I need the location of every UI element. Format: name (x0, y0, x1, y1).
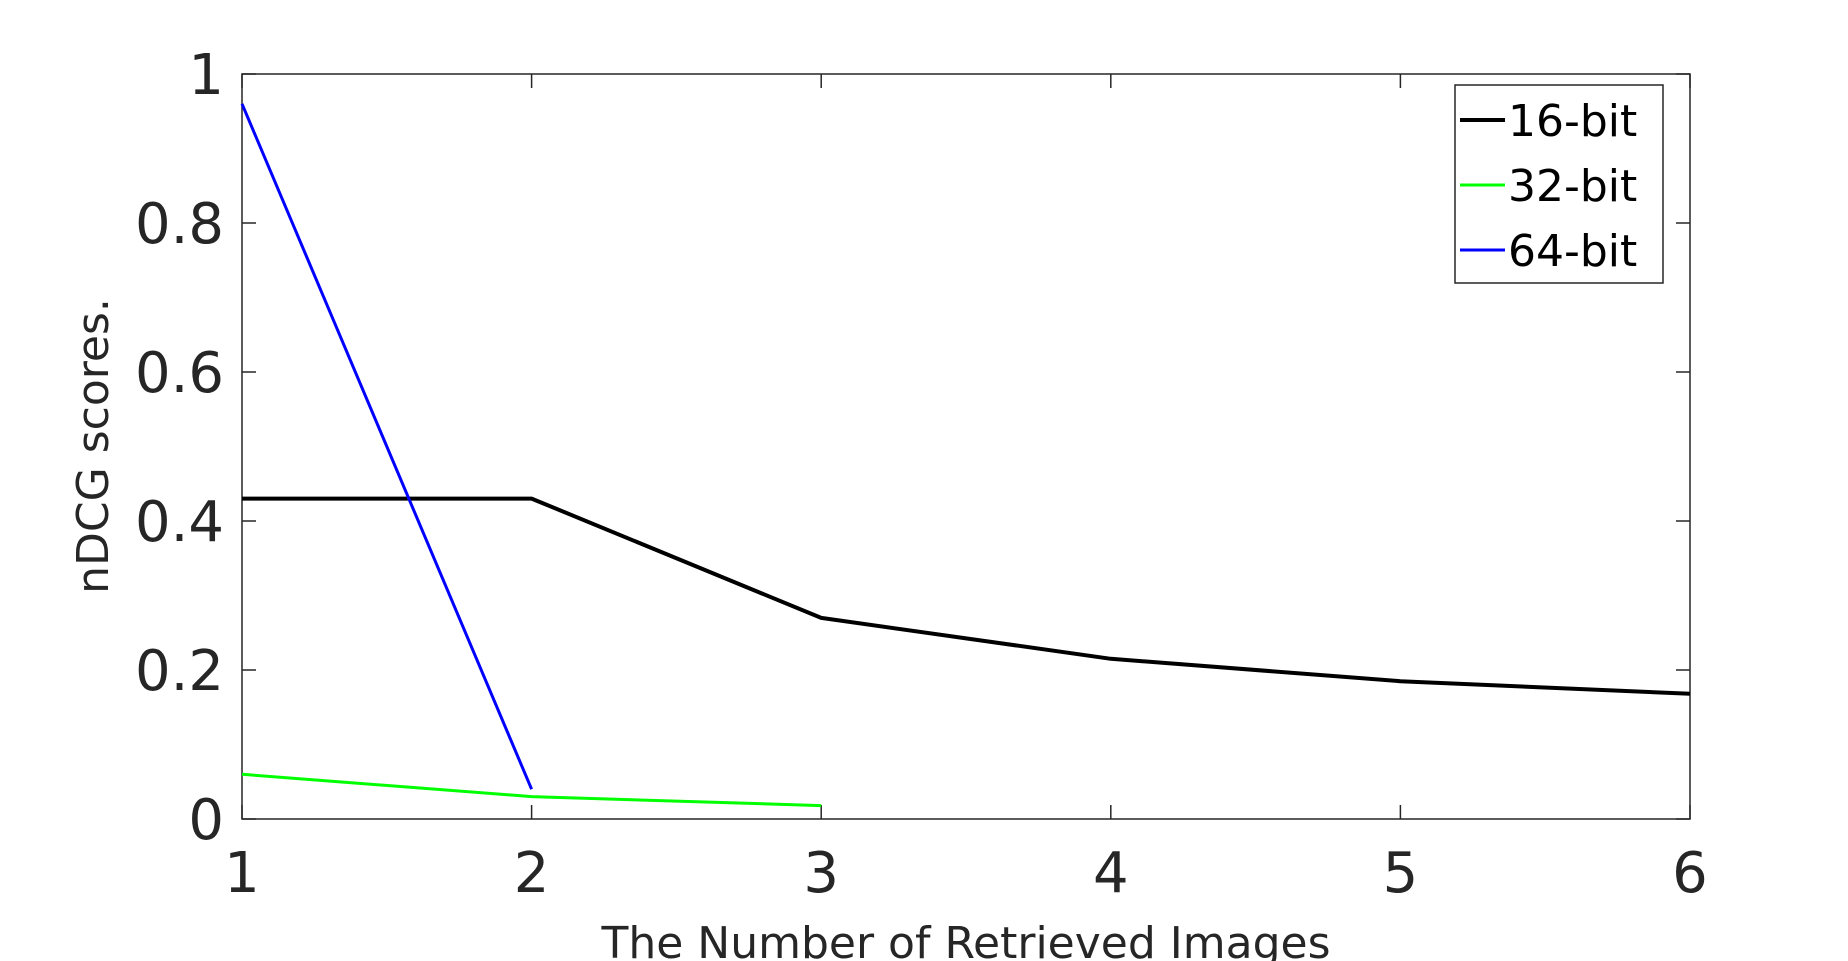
series-line-64-bit (240, 103, 533, 790)
x-tick-label: 1 (224, 841, 260, 906)
y-tick-label: 0.6 (135, 341, 224, 406)
series-lines (240, 103, 1691, 808)
series-line-16-bit (242, 496, 1691, 696)
x-tick-label: 5 (1383, 841, 1419, 906)
y-tick-label: 0.2 (135, 639, 224, 704)
x-tick-label: 4 (1093, 841, 1129, 906)
x-tick-label: 3 (803, 841, 839, 906)
y-tick-label: 1 (188, 43, 224, 108)
legend-label: 16-bit (1508, 96, 1637, 147)
x-axis-title: The Number of Retrieved Images (600, 918, 1330, 961)
y-tick-label: 0.8 (135, 192, 224, 257)
y-tick-label: 0.4 (135, 490, 224, 555)
plot-area (241, 73, 1691, 820)
y-axis-title: nDCG scores. (68, 298, 119, 594)
series-line-32-bit (241, 772, 822, 808)
legend: 16-bit 32-bit 64-bit (1454, 84, 1664, 284)
legend-label: 32-bit (1508, 161, 1637, 212)
y-axis-ticks: 0 0.2 0.4 0.6 0.8 1 (135, 43, 1690, 853)
x-tick-label: 2 (514, 841, 550, 906)
legend-label: 64-bit (1508, 226, 1637, 277)
x-axis-ticks: 1 2 3 4 5 6 (224, 74, 1708, 906)
x-tick-label: 6 (1672, 841, 1708, 906)
y-tick-label: 0 (188, 788, 224, 853)
